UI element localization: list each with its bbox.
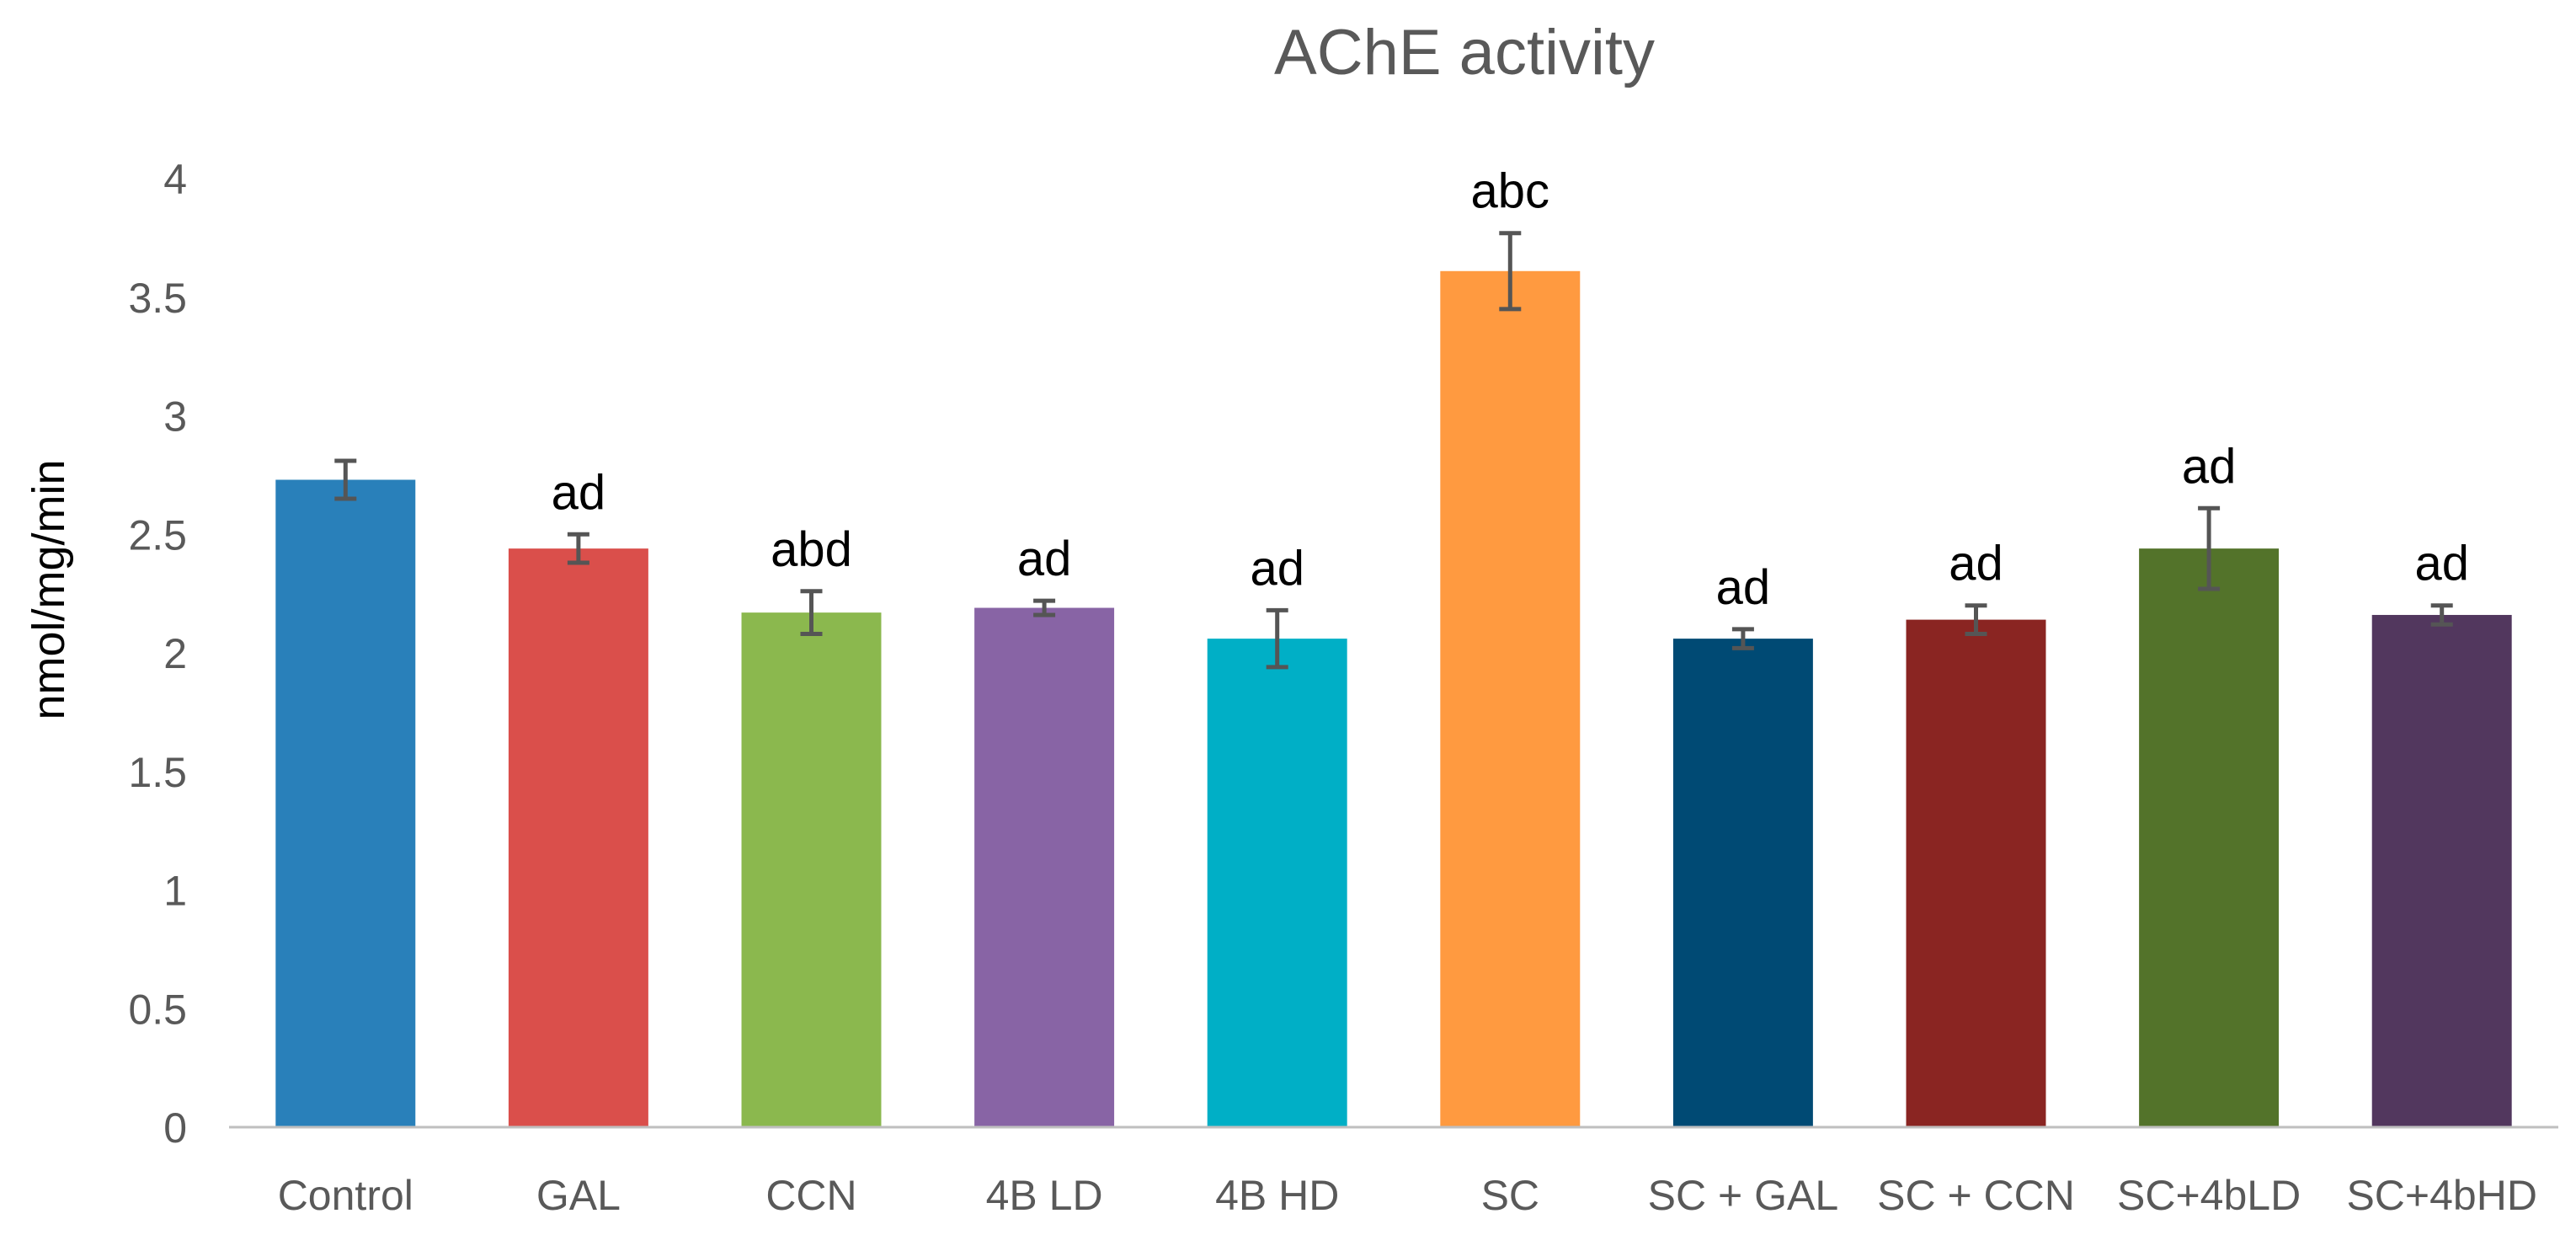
x-tick-label: 4B HD [1215,1172,1339,1219]
x-tick-label: SC+4bLD [2117,1172,2301,1219]
y-tick-label: 3 [163,393,187,441]
bar [1207,639,1347,1127]
significance-label: ad [2182,439,2237,494]
significance-label: ad [1949,537,2003,591]
bar [974,607,1115,1127]
bar [275,479,416,1127]
x-tick-label: CCN [765,1172,856,1219]
significance-label: abc [1471,164,1550,219]
x-tick-label: 4B LD [986,1172,1103,1219]
y-tick-label: 0 [163,1104,187,1152]
y-tick-label: 4 [163,156,187,203]
y-axis-label: nmol/mg/min [24,459,74,719]
significance-label: ad [1716,560,1771,615]
significance-label: ad [552,465,606,520]
bar [1906,619,2046,1127]
x-tick-label: SC [1481,1172,1539,1219]
bar [2371,614,2512,1127]
x-tick-label: SC + GAL [1648,1172,1839,1219]
x-tick-label: GAL [536,1172,621,1219]
x-tick-label: SC+4bHD [2346,1172,2537,1219]
bar [1672,639,1813,1127]
y-tick-label: 1 [163,868,187,915]
significance-labels: ad abd ad ad abc ad ad ad ad [552,164,2469,615]
bar [508,548,648,1127]
significance-label: ad [1017,532,1072,586]
y-tick-label: 1.5 [128,749,187,796]
bar [2139,548,2280,1127]
chart-title: AChE activity [1274,17,1655,88]
significance-label: abd [771,522,852,577]
y-tick-label: 2.5 [128,511,187,559]
bars [275,270,2512,1127]
y-tick-label: 3.5 [128,275,187,322]
error-bars [334,231,2453,670]
significance-label: ad [1250,541,1304,596]
significance-label: ad [2414,537,2469,591]
y-tick-label: 0.5 [128,986,187,1033]
x-tick-label: Control [278,1172,413,1219]
x-tick-label: SC + CCN [1877,1172,2075,1219]
y-tick-label: 2 [163,630,187,677]
x-axis-labels: Control GAL CCN 4B LD 4B HD SC SC + GAL SC + CC… [278,1172,2537,1219]
bar [741,612,882,1127]
y-axis-ticks: 0 0.5 1 1.5 2 2.5 3 3.5 4 [128,156,187,1152]
bar [1440,270,1581,1127]
